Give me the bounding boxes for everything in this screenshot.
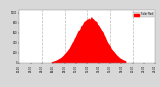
Legend: Solar Rad: Solar Rad [133, 12, 154, 17]
